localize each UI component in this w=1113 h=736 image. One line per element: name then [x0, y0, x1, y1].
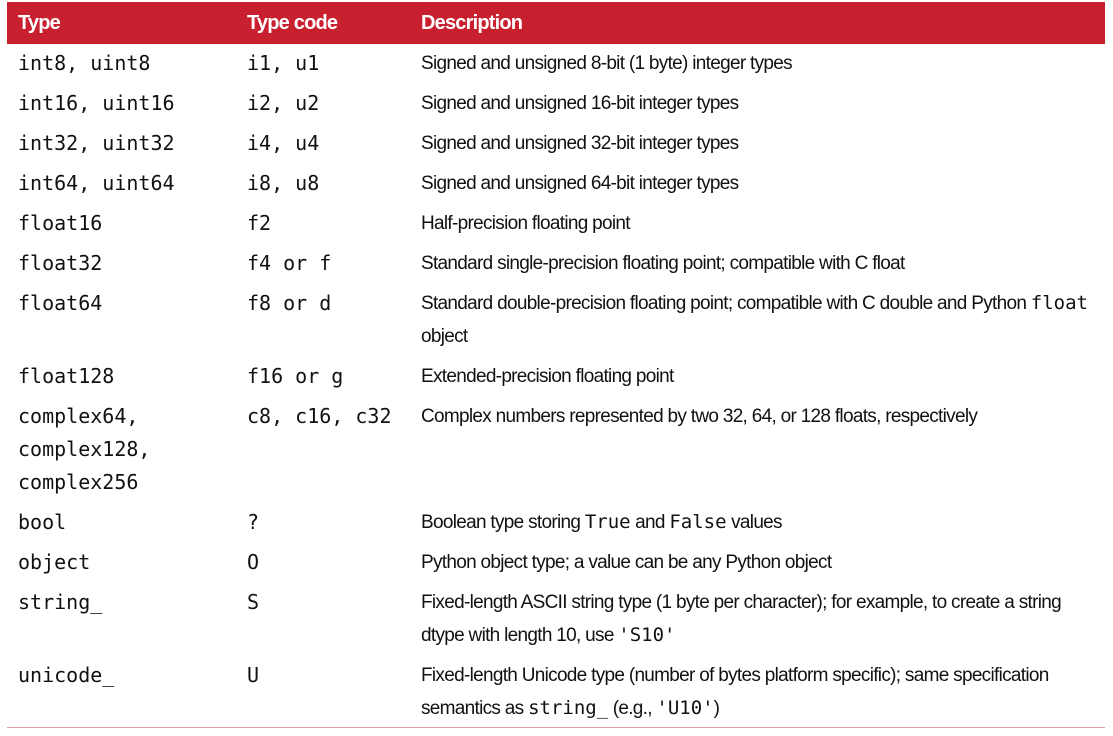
- table-row: int8, uint8 i1, u1 Signed and unsigned 8-b…: [7, 44, 1105, 84]
- description-cell: Signed and unsigned 32-bit integer types: [421, 124, 1105, 164]
- type-code-cell: c8, c16, c32: [247, 404, 392, 428]
- description-text: Signed and unsigned 64-bit integer types: [421, 173, 739, 194]
- description-text: Fixed-length ASCII string type (1 byte p…: [421, 592, 1062, 646]
- table-row: int64, uint64 i8, u8 Signed and unsigned 6…: [7, 164, 1105, 204]
- type-code-cell: O: [247, 550, 260, 574]
- description-cell: Complex numbers represented by two 32, 6…: [421, 397, 1105, 503]
- description-text: Signed and unsigned 32-bit integer types: [421, 133, 739, 154]
- table-row: bool? Boolean type storing True and False…: [7, 503, 1105, 543]
- header-description: Description: [421, 2, 1105, 44]
- table-row: complex64, complex128, complex256 c8, c16…: [7, 397, 1105, 503]
- table-row: object O Python object type; a value can b…: [7, 543, 1105, 583]
- inline-code: string_: [528, 697, 609, 719]
- type-code-cell: i2, u2: [247, 91, 320, 115]
- type-code-cell: ?: [247, 510, 260, 534]
- inline-code: 'S10': [618, 624, 676, 646]
- description-text: Boolean type storing: [421, 512, 585, 533]
- description-cell: Standard double-precision floating point…: [421, 284, 1105, 357]
- table-row: float32 f4 or f Standard single-precision …: [7, 244, 1105, 284]
- type-cell: float32: [18, 251, 103, 275]
- description-text: Extended-precision floating point: [421, 366, 674, 387]
- description-text: Signed and unsigned 8-bit (1 byte) integ…: [421, 53, 793, 74]
- type-cell: complex64, complex128, complex256: [18, 404, 151, 494]
- type-code-cell: f8 or d: [247, 291, 332, 315]
- table-row: float16 f2 Half-precision floating point: [7, 204, 1105, 244]
- inline-code: float: [1030, 292, 1088, 314]
- description-text: values: [726, 512, 782, 533]
- type-cell: object: [18, 550, 91, 574]
- inline-code: 'U10': [656, 697, 714, 719]
- description-text: Signed and unsigned 16-bit integer types: [421, 93, 739, 114]
- type-code-cell: U: [247, 663, 260, 687]
- type-cell: float16: [18, 211, 103, 235]
- type-code-cell: i4, u4: [247, 131, 320, 155]
- type-cell: float64: [18, 291, 103, 315]
- type-code-cell: f2: [247, 211, 272, 235]
- description-text: object: [421, 326, 468, 347]
- table-row: int32, uint32 i4, u4 Signed and unsigned 3…: [7, 124, 1105, 164]
- description-cell: Standard single-precision floating point…: [421, 244, 1105, 284]
- description-cell: Half-precision floating point: [421, 204, 1105, 244]
- description-cell: Fixed-length ASCII string type (1 byte p…: [421, 583, 1105, 656]
- type-cell: bool: [18, 510, 67, 534]
- bottom-rule: [7, 727, 1105, 728]
- type-cell: int64, uint64: [18, 171, 175, 195]
- table-row: int16, uint16 i2, u2 Signed and unsigned 1…: [7, 84, 1105, 124]
- description-text: Standard double-precision floating point…: [421, 293, 1031, 314]
- dtype-table: Type Type code Description int8, uint8 i1…: [7, 2, 1105, 729]
- type-code-cell: f4 or f: [247, 251, 332, 275]
- type-cell: int32, uint32: [18, 131, 175, 155]
- description-text: Standard single-precision floating point…: [421, 253, 905, 274]
- description-text: Complex numbers represented by two 32, 6…: [421, 406, 978, 427]
- inline-code: False: [669, 511, 727, 533]
- type-cell: unicode_: [18, 663, 115, 687]
- description-cell: Python object type; a value can be any P…: [421, 543, 1105, 583]
- type-cell: float128: [18, 364, 115, 388]
- description-text: Half-precision floating point: [421, 213, 631, 234]
- type-code-cell: i8, u8: [247, 171, 320, 195]
- header-type: Type: [7, 2, 247, 44]
- description-cell: Fixed-length Unicode type (number of byt…: [421, 656, 1105, 729]
- type-code-cell: S: [247, 590, 260, 614]
- description-text: Fixed-length Unicode type (number of byt…: [421, 665, 1049, 719]
- description-text: and: [630, 512, 670, 533]
- description-cell: Signed and unsigned 8-bit (1 byte) integ…: [421, 44, 1105, 84]
- inline-code: True: [584, 511, 631, 533]
- description-cell: Boolean type storing True and False valu…: [421, 503, 1105, 543]
- type-cell: int8, uint8: [18, 51, 151, 75]
- type-cell: int16, uint16: [18, 91, 175, 115]
- table-row: float64 f8 or d Standard double-precision …: [7, 284, 1105, 357]
- description-text: ): [713, 698, 720, 719]
- description-text: (e.g.,: [608, 698, 657, 719]
- table-header-row: Type Type code Description: [7, 2, 1105, 44]
- table-row: unicode_ U Fixed-length Unicode type (numb…: [7, 656, 1105, 729]
- description-cell: Signed and unsigned 16-bit integer types: [421, 84, 1105, 124]
- table-row: string_ S Fixed-length ASCII string type (…: [7, 583, 1105, 656]
- type-cell: string_: [18, 590, 103, 614]
- description-cell: Signed and unsigned 64-bit integer types: [421, 164, 1105, 204]
- description-text: Python object type; a value can be any P…: [421, 552, 832, 573]
- header-type-code: Type code: [247, 2, 421, 44]
- description-cell: Extended-precision floating point: [421, 357, 1105, 397]
- type-code-cell: i1, u1: [247, 51, 320, 75]
- type-code-cell: f16 or g: [247, 364, 344, 388]
- table-row: float128 f16 or g Extended-precision float…: [7, 357, 1105, 397]
